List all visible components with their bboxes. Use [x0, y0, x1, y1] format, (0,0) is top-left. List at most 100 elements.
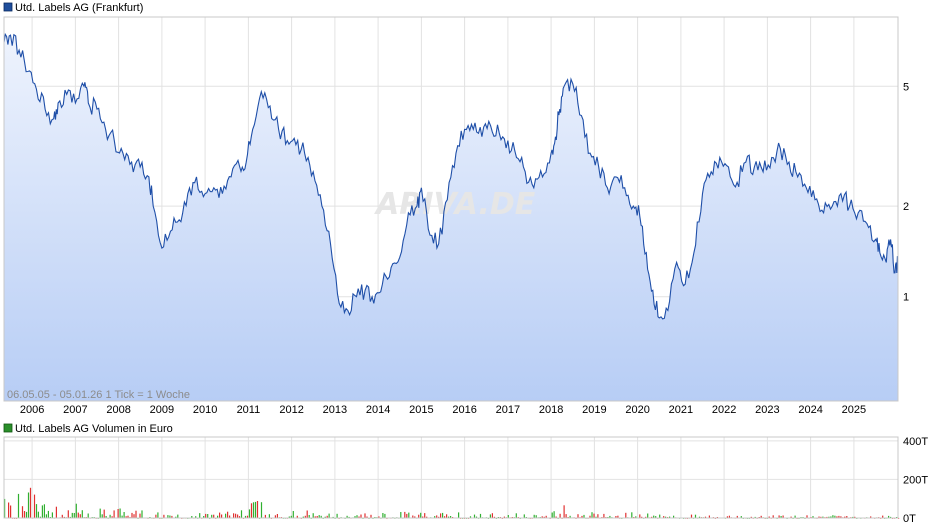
volume-bar — [593, 513, 595, 518]
volume-bar — [113, 510, 115, 518]
volume-bar — [655, 516, 657, 518]
volume-bar — [276, 514, 278, 518]
volume-bar — [364, 513, 366, 518]
volume-bar — [440, 513, 442, 518]
volume-bar — [503, 516, 505, 518]
volume-bar — [400, 512, 402, 518]
volume-bar — [75, 503, 77, 518]
volume-bar — [826, 516, 828, 518]
volume-bar — [117, 509, 119, 518]
volume-bar — [81, 510, 83, 518]
x-tick-label: 2008 — [106, 404, 130, 416]
volume-bar — [302, 516, 304, 518]
volume-bar — [288, 516, 290, 518]
volume-bar — [434, 516, 436, 518]
x-tick-label: 2014 — [366, 404, 390, 416]
volume-bar — [844, 516, 846, 518]
x-tick-label: 2022 — [712, 404, 736, 416]
volume-bar — [221, 514, 223, 518]
volume-bar — [406, 513, 408, 518]
volume-bar — [535, 515, 537, 518]
volume-bar — [203, 516, 205, 518]
x-tick-label: 2015 — [409, 404, 433, 416]
volume-bar — [418, 514, 420, 518]
volume-bar — [569, 515, 571, 518]
volume-bar — [370, 514, 372, 518]
price-chart-title: Utd. Labels AG (Frankfurt) — [15, 2, 143, 14]
volume-bar — [274, 515, 276, 518]
volume-bar — [67, 510, 69, 518]
volume-bar — [422, 516, 424, 518]
volume-bar — [438, 516, 440, 518]
volume-bar — [33, 494, 36, 518]
volume-bar — [450, 516, 452, 518]
volume-bar — [328, 513, 330, 518]
volume-bar — [760, 515, 762, 518]
volume-bar — [237, 514, 239, 518]
volume-bar — [812, 516, 814, 518]
volume-bar — [4, 498, 6, 518]
volume-bar — [177, 514, 179, 518]
volume-bar — [888, 515, 890, 518]
volume-bar — [109, 514, 111, 518]
x-axis-years: 2006 2007 2008 2009 2010 2011 2012 2013 2014 2015… — [20, 404, 866, 416]
volume-bar — [555, 516, 557, 518]
volume-bar — [21, 506, 24, 518]
volume-bar — [316, 516, 318, 518]
x-tick-label: 2018 — [539, 404, 563, 416]
volume-bar — [832, 515, 834, 518]
volume-bar — [244, 515, 247, 518]
volume-bar — [37, 511, 39, 518]
volume-bar — [698, 516, 701, 518]
volume-bar — [123, 512, 125, 518]
x-tick-label: 2017 — [496, 404, 520, 416]
volume-bar — [63, 516, 65, 518]
volume-bar — [543, 516, 545, 518]
volume-bar — [29, 487, 32, 518]
volume-bar — [444, 516, 446, 518]
volume-bar — [27, 492, 30, 518]
volume-bar — [264, 514, 266, 518]
x-tick-label: 2025 — [842, 404, 866, 416]
volume-bar — [326, 515, 328, 518]
volume-bar — [125, 516, 127, 518]
volume-bar — [163, 514, 165, 518]
volume-bar — [625, 512, 627, 518]
volume-bar — [577, 514, 579, 518]
volume-bar — [256, 501, 259, 518]
x-tick-label: 2012 — [279, 404, 303, 416]
volume-bar — [10, 505, 12, 518]
volume-bar — [414, 516, 416, 518]
volume-bar — [609, 515, 611, 518]
volume-bar — [99, 508, 101, 518]
volume-bar — [252, 502, 255, 518]
volume-bar — [726, 516, 728, 518]
volume-bar — [846, 516, 848, 518]
volume-bar — [836, 516, 838, 518]
volume-bar — [248, 509, 251, 518]
volume-bar — [250, 503, 253, 518]
x-tick-label: 2016 — [452, 404, 476, 416]
volume-bar — [233, 513, 235, 518]
volume-bar — [61, 514, 63, 518]
volume-bar — [412, 515, 414, 518]
volume-bar — [306, 510, 308, 518]
volume-bar — [167, 515, 169, 518]
ariva-watermark: ARIVA.DE — [374, 187, 536, 222]
volume-bar — [740, 516, 742, 518]
x-tick-label: 2010 — [193, 404, 217, 416]
volume-bar — [458, 512, 460, 518]
volume-bar — [408, 512, 410, 518]
volume-bar — [207, 514, 209, 518]
volume-bar — [382, 513, 384, 518]
volume-bar — [87, 513, 89, 518]
volume-bar — [603, 513, 605, 518]
volume-bar — [822, 516, 824, 518]
volume-bar — [169, 515, 171, 518]
volume-bar — [890, 516, 892, 518]
volume-bar — [673, 515, 675, 518]
volume-bar — [882, 515, 884, 518]
volume-bar — [563, 505, 565, 518]
volume-bar — [157, 512, 159, 518]
